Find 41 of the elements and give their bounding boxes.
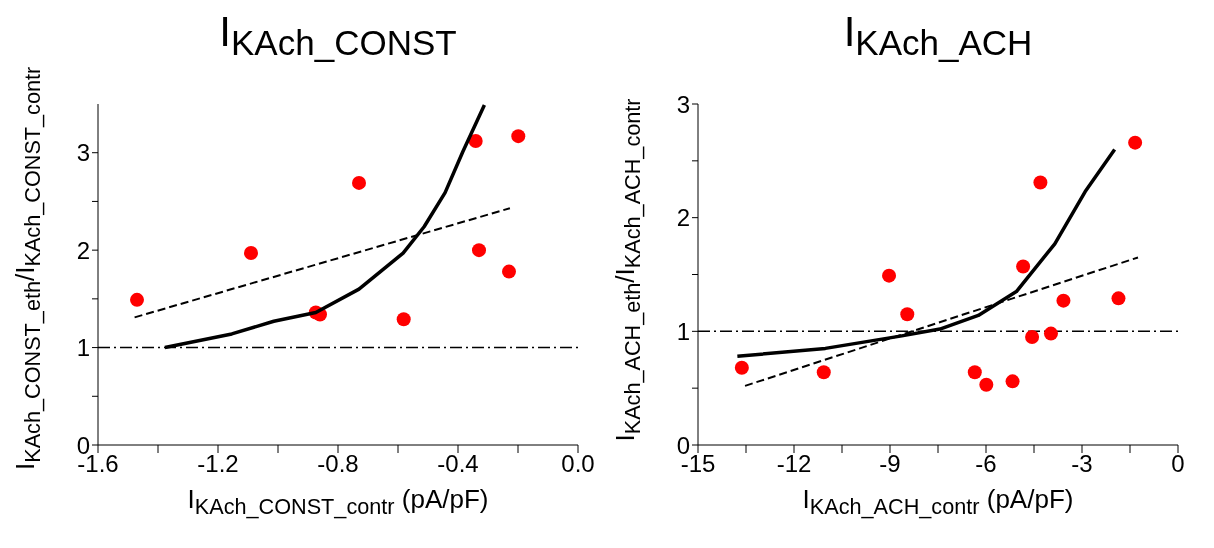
point	[1111, 291, 1126, 306]
point	[468, 134, 483, 149]
x-tick-label: 0	[1171, 450, 1185, 478]
point	[396, 312, 411, 327]
point	[472, 243, 486, 258]
point	[882, 268, 897, 283]
point	[1016, 259, 1031, 274]
x-tick-label: -0.4	[437, 450, 479, 478]
point	[1025, 330, 1040, 345]
x-tick-label: -6	[975, 450, 997, 478]
y-tick-label: 3	[676, 90, 690, 118]
y-tick-label: 2	[676, 204, 690, 232]
y-tick-label: 1	[76, 334, 90, 362]
point	[967, 365, 982, 380]
y-tick-label: 1	[676, 317, 690, 345]
x-tick-label: -1.2	[197, 450, 239, 478]
x-tick-label: -3	[1071, 450, 1093, 478]
x-tick-label: -9	[879, 450, 901, 478]
point	[1033, 175, 1048, 190]
point	[511, 129, 526, 144]
point	[502, 264, 516, 279]
point	[244, 246, 258, 261]
point	[900, 307, 915, 322]
x-tick-label: -12	[776, 450, 812, 478]
point	[1056, 293, 1071, 308]
point	[1005, 374, 1020, 389]
point	[979, 377, 994, 392]
x-tick-label: -0.8	[317, 450, 359, 478]
point	[130, 292, 144, 307]
point	[816, 365, 831, 380]
point	[1128, 135, 1143, 150]
y-tick-label: 3	[76, 139, 90, 167]
chart-title: I$_{KAch_CONST}$	[218, 8, 458, 64]
point	[352, 175, 366, 190]
x-axis-title: I$_{KAch_ACH_contr}$ (pA/pF)	[801, 484, 1075, 521]
x-axis-title: I$_{KAch_CONST_contr}$ (pA/pF)	[186, 484, 490, 521]
x-tick-label: 0.0	[561, 450, 595, 478]
chart-title: I$_{KAch_ACH}$	[842, 8, 1034, 64]
point	[734, 360, 749, 375]
point	[1043, 326, 1058, 341]
y-tick-label: 2	[76, 236, 90, 264]
